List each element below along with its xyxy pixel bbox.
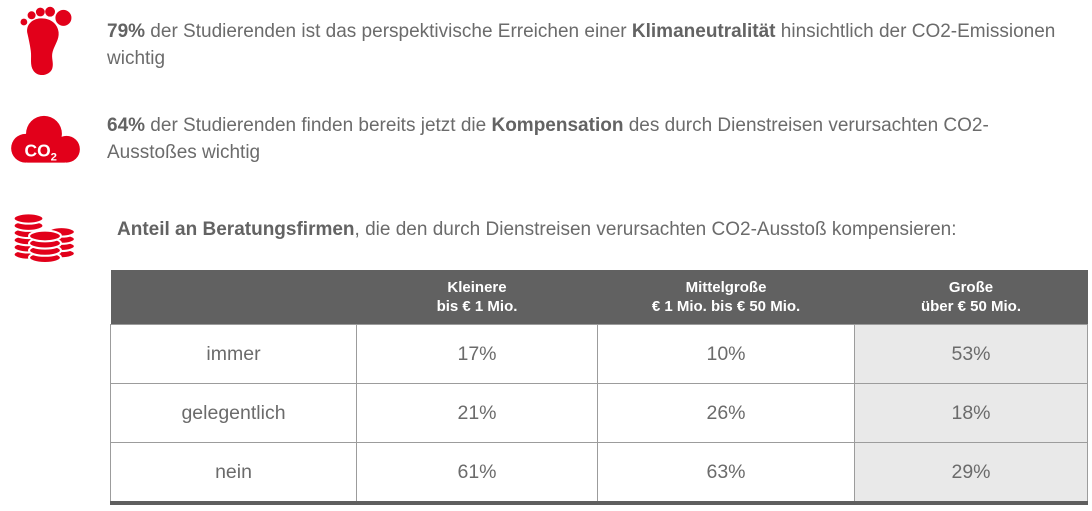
- cell-value: 61%: [356, 442, 598, 504]
- row-label: immer: [110, 324, 357, 384]
- cell-value-highlighted: 18%: [854, 383, 1088, 443]
- table-row-nein: nein 61% 63% 29%: [110, 442, 1088, 504]
- row-label: nein: [110, 442, 357, 504]
- fact-compensation: 64% der Studierenden finden bereits jetz…: [107, 115, 989, 163]
- cell-value: 17%: [356, 324, 598, 384]
- compensation-table: Kleinere bis € 1 Mio. Mittelgroße € 1 Mi…: [110, 270, 1088, 505]
- table-row-gelegentlich: gelegentlich 21% 26% 18%: [110, 383, 1088, 443]
- column-header-large-firms: Große über € 50 Mio.: [854, 270, 1088, 325]
- footprint-icon: [14, 4, 80, 85]
- cell-value-highlighted: 53%: [854, 324, 1088, 384]
- table-title: Anteil an Beratungsfirmen, die den durch…: [117, 219, 957, 240]
- fact-climate-neutrality: 79% der Studierenden ist das perspektivi…: [107, 21, 1056, 69]
- row-label: gelegentlich: [110, 383, 357, 443]
- cell-value: 63%: [597, 442, 855, 504]
- cell-value: 21%: [356, 383, 598, 443]
- cell-value: 10%: [597, 324, 855, 384]
- fact1-keyword: Klimaneutralität: [631, 21, 776, 42]
- column-header-medium-firms: Mittelgroße € 1 Mio. bis € 50 Mio.: [597, 270, 855, 325]
- co2-icon-label: CO2: [24, 140, 56, 163]
- co2-cloud-icon: CO2: [5, 109, 85, 176]
- fact1-percentage: 79%: [107, 21, 146, 42]
- table-row-immer: immer 17% 10% 53%: [110, 324, 1088, 384]
- fact2-percentage: 64%: [107, 115, 146, 136]
- fact2-keyword: Kompensation: [491, 115, 624, 136]
- coins-icon: [11, 206, 79, 271]
- cell-value: 26%: [597, 383, 855, 443]
- cell-value-highlighted: 29%: [854, 442, 1088, 504]
- table-header-row: Kleinere bis € 1 Mio. Mittelgroße € 1 Mi…: [110, 270, 1088, 325]
- fact3-keyword: Anteil an Beratungsfirmen: [117, 219, 355, 240]
- table-corner-cell: [110, 270, 357, 325]
- column-header-small-firms: Kleinere bis € 1 Mio.: [356, 270, 598, 325]
